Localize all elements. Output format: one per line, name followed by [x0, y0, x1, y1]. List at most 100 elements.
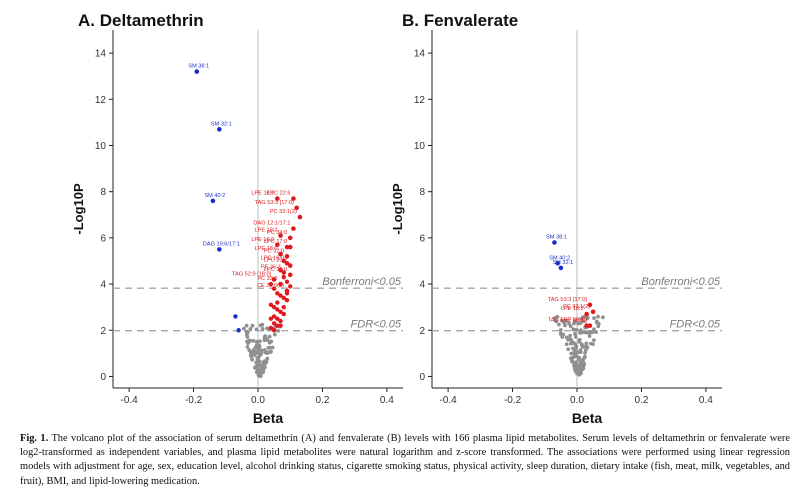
labeled-point [278, 251, 283, 257]
labeled-point [210, 198, 216, 204]
ns-point [583, 350, 587, 355]
ns-point [581, 361, 586, 366]
ns-point [573, 331, 577, 336]
ns-point [251, 338, 256, 343]
point-label: TAG 53:3 [17:0] [255, 200, 295, 206]
y-tick-label: 4 [419, 280, 425, 291]
x-tick-label: -0.2 [504, 395, 522, 406]
panel-b-fenvalerate: B. Fenvalerate 0 2 4 6 8 10 12 14 -0.4 -0.2 0.0 0.2 0… [390, 11, 722, 426]
point-label: SM 38:1 [546, 234, 567, 240]
volcano-figure: A. Deltamethrin 0 2 4 6 8 10 12 14 -0.4 -0.2 0.0 0.2… [71, 11, 722, 426]
ns-point [579, 317, 584, 321]
ns-point [261, 368, 266, 372]
ns-point [259, 371, 264, 376]
y-tick-label: 8 [419, 187, 425, 198]
ns-point [272, 332, 277, 337]
labeled-point [287, 235, 293, 241]
point-label: PC 33:2 [257, 276, 277, 282]
ns-point [247, 338, 252, 343]
ns-point [572, 352, 577, 357]
ns-point [260, 327, 265, 331]
ns-point [573, 335, 578, 339]
panel-a-deltamethrin: A. Deltamethrin 0 2 4 6 8 10 12 14 -0.4 -0.2 0.0 0.2… [71, 11, 403, 426]
sig-positive-point [268, 316, 274, 321]
labeled-point [281, 270, 287, 275]
point-label: LPC 22:6 [267, 191, 290, 197]
point-label: PC 34:0 [267, 230, 287, 236]
ns-point [262, 336, 267, 341]
ns-point [250, 323, 255, 328]
ns-point [255, 342, 259, 347]
threshold-label: Bonferroni<0.05 [322, 276, 401, 288]
y-tick-label: 10 [414, 141, 426, 152]
labeled-point [584, 323, 589, 328]
labeled-point [287, 263, 293, 268]
point-label: LPE 16:0 [251, 237, 274, 243]
ns-point [580, 358, 585, 363]
ns-point [256, 360, 260, 365]
ns-point [253, 365, 257, 370]
ns-point [574, 344, 579, 349]
ns-point [575, 369, 580, 374]
x-tick-label: 0.0 [570, 395, 584, 406]
x-tick-label: 0.2 [634, 395, 648, 406]
y-tick-label: 14 [414, 49, 426, 60]
sig-positive-point [275, 323, 280, 328]
ns-point [257, 339, 262, 344]
ns-point [261, 362, 265, 366]
sig-negative-point [233, 314, 238, 319]
ns-point [244, 323, 249, 328]
y-tick-label: 12 [414, 95, 426, 106]
ns-point [585, 345, 590, 350]
labeled-point [287, 244, 293, 250]
sig-positive-point [271, 328, 277, 333]
sig-positive-point [281, 304, 286, 310]
ns-point [248, 353, 253, 358]
ns-point [592, 338, 596, 343]
x-tick-label: 0.0 [251, 395, 265, 406]
labeled-point [587, 302, 593, 308]
ns-point [252, 353, 257, 357]
ns-point [577, 337, 582, 342]
labeled-point [291, 226, 296, 231]
y-axis-label: -Log10P [390, 183, 405, 235]
sig-positive-point [278, 318, 283, 324]
ns-point [594, 320, 599, 325]
sig-positive-point [284, 244, 290, 250]
ns-point [571, 346, 575, 351]
sig-positive-point [275, 307, 280, 312]
ns-point [582, 354, 587, 359]
x-tick-label: 0.2 [315, 395, 329, 406]
labeled-point [590, 309, 596, 315]
point-label: LPE 18:1 [251, 191, 274, 197]
sig-positive-point [284, 298, 290, 303]
ns-point [254, 339, 259, 344]
point-label: PC 33:1(2) [270, 209, 297, 215]
point-label: LPE 18:2 [255, 228, 278, 234]
sig-positive-point [278, 293, 283, 298]
ns-point [270, 345, 275, 350]
ns-point [258, 323, 263, 328]
ns-point [252, 348, 257, 353]
sig-positive-point [278, 268, 283, 273]
ns-point [584, 341, 589, 346]
sig-positive-point [278, 323, 283, 328]
sig-positive-point [284, 279, 290, 284]
ns-point [557, 322, 561, 327]
ns-point [571, 327, 576, 332]
point-label: SM 32:1 [211, 121, 232, 127]
sig-positive-point [281, 258, 286, 264]
sig-positive-point [278, 309, 283, 314]
ns-point [567, 321, 571, 326]
y-tick-label: 2 [419, 326, 425, 337]
sig-positive-point [268, 281, 274, 287]
ns-point [258, 353, 263, 357]
ns-point [574, 360, 579, 365]
x-axis-label: Beta [253, 410, 284, 426]
ns-point [267, 340, 272, 345]
x-tick-label: 0.4 [380, 395, 394, 406]
point-label: PE 36:3 [261, 265, 281, 271]
labeled-point [194, 69, 200, 74]
point-label: LPE 18:0 [255, 246, 278, 252]
point-label: LPC 16:0 [261, 255, 284, 261]
